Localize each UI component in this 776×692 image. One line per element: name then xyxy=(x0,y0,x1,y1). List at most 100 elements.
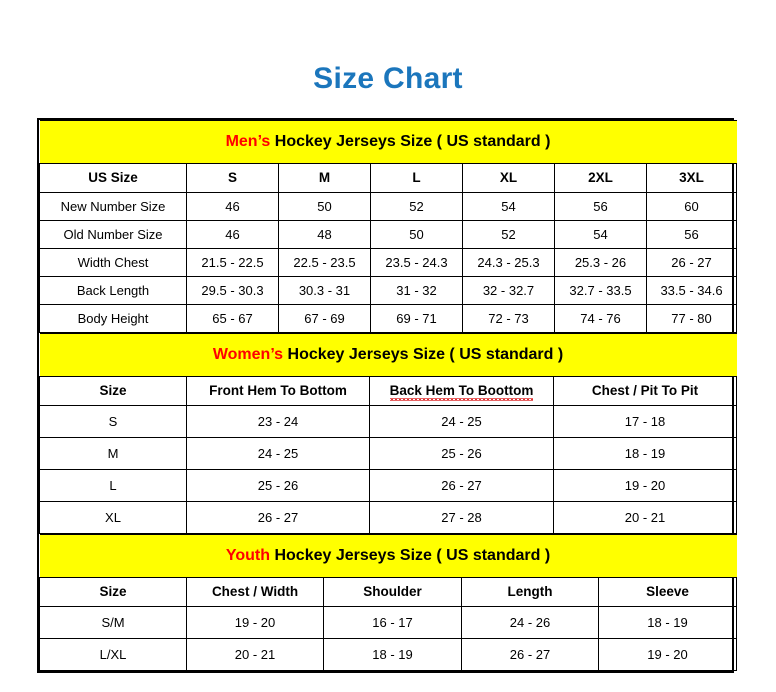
mens-banner-rest: Hockey Jerseys Size ( US standard ) xyxy=(270,132,551,150)
table-cell: 16 - 17 xyxy=(323,606,462,639)
youth-banner: Youth Hockey Jerseys Size ( US standard … xyxy=(39,534,737,578)
row-label: L xyxy=(39,469,187,502)
table-row: S 23 - 24 24 - 25 17 - 18 xyxy=(39,405,738,438)
table-cell: 21.5 - 22.5 xyxy=(186,248,279,277)
womens-header-cell: Size xyxy=(39,376,187,406)
youth-banner-row: Youth Hockey Jerseys Size ( US standard … xyxy=(39,534,737,578)
table-cell: 27 - 28 xyxy=(369,501,554,534)
table-cell: 52 xyxy=(462,220,555,249)
page-title: Size Chart xyxy=(313,62,463,95)
table-cell: 54 xyxy=(462,192,555,221)
table-cell: 18 - 19 xyxy=(552,437,738,470)
table-cell: 24 - 25 xyxy=(369,405,554,438)
table-cell: 52 xyxy=(370,192,463,221)
table-cell: 46 xyxy=(186,220,279,249)
table-row: New Number Size 46 50 52 54 56 60 xyxy=(39,192,738,221)
table-cell: 26 - 27 xyxy=(186,501,370,534)
table-cell: 18 - 19 xyxy=(323,638,462,671)
table-cell: 56 xyxy=(645,220,738,249)
mens-header-cell: 2XL xyxy=(554,163,647,193)
size-chart-tables: Men’s Hockey Jerseys Size ( US standard … xyxy=(37,118,738,673)
row-label: XL xyxy=(39,501,187,534)
table-cell: 54 xyxy=(554,220,647,249)
table-cell: 24.3 - 25.3 xyxy=(462,248,555,277)
mens-header-cell: XL xyxy=(462,163,555,193)
table-cell: 22.5 - 23.5 xyxy=(278,248,371,277)
table-row: M 24 - 25 25 - 26 18 - 19 xyxy=(39,437,738,470)
table-cell: 24 - 25 xyxy=(186,437,370,470)
table-row: Old Number Size 46 48 50 52 54 56 xyxy=(39,220,738,249)
table-cell: 74 - 76 xyxy=(554,304,647,333)
row-label: New Number Size xyxy=(39,192,187,221)
table-row: Width Chest 21.5 - 22.5 22.5 - 23.5 23.5… xyxy=(39,248,738,277)
table-row: L 25 - 26 26 - 27 19 - 20 xyxy=(39,469,738,502)
table-cell: 29.5 - 30.3 xyxy=(186,276,279,305)
table-cell: 26 - 27 xyxy=(369,469,554,502)
mens-banner-accent: Men’s xyxy=(225,132,271,150)
table-cell: 46 xyxy=(186,192,279,221)
table-row: Body Height 65 - 67 67 - 69 69 - 71 72 -… xyxy=(39,304,738,333)
youth-header-cell: Shoulder xyxy=(323,577,462,607)
row-label: S xyxy=(39,405,187,438)
misspelled-word: Back Hem To Boottom xyxy=(389,382,534,402)
youth-banner-rest: Hockey Jerseys Size ( US standard ) xyxy=(270,546,551,564)
table-row: XL 26 - 27 27 - 28 20 - 21 xyxy=(39,501,738,534)
table-cell: 50 xyxy=(278,192,371,221)
table-cell: 69 - 71 xyxy=(370,304,463,333)
row-label: M xyxy=(39,437,187,470)
table-row: L/XL 20 - 21 18 - 19 26 - 27 19 - 20 xyxy=(39,638,738,671)
mens-size-table: Men’s Hockey Jerseys Size ( US standard … xyxy=(39,120,738,333)
table-cell: 60 xyxy=(645,192,738,221)
table-cell: 20 - 21 xyxy=(186,638,324,671)
table-cell: 32.7 - 33.5 xyxy=(554,276,647,305)
womens-banner-row: Women’s Hockey Jerseys Size ( US standar… xyxy=(39,333,737,377)
table-cell: 77 - 80 xyxy=(645,304,738,333)
table-cell: 56 xyxy=(554,192,647,221)
youth-header-cell: Size xyxy=(39,577,187,607)
womens-banner-rest: Hockey Jerseys Size ( US standard ) xyxy=(283,345,564,363)
womens-header-row: Size Front Hem To Bottom Back Hem To Boo… xyxy=(39,376,738,406)
mens-header-cell: US Size xyxy=(39,163,187,193)
table-cell: 48 xyxy=(278,220,371,249)
womens-banner: Women’s Hockey Jerseys Size ( US standar… xyxy=(39,333,737,377)
youth-header-cell: Sleeve xyxy=(597,577,738,607)
mens-header-cell: S xyxy=(186,163,279,193)
row-label: Width Chest xyxy=(39,248,187,277)
table-cell: 26 - 27 xyxy=(461,638,599,671)
mens-header-cell: 3XL xyxy=(645,163,738,193)
table-cell: 18 - 19 xyxy=(597,606,738,639)
table-cell: 23 - 24 xyxy=(186,405,370,438)
youth-header-row: Size Chest / Width Shoulder Length Sleev… xyxy=(39,577,738,607)
womens-size-table: Women’s Hockey Jerseys Size ( US standar… xyxy=(39,333,738,534)
table-cell: 25 - 26 xyxy=(369,437,554,470)
table-row: Back Length 29.5 - 30.3 30.3 - 31 31 - 3… xyxy=(39,276,738,305)
table-cell: 50 xyxy=(370,220,463,249)
table-row: S/M 19 - 20 16 - 17 24 - 26 18 - 19 xyxy=(39,606,738,639)
table-cell: 25.3 - 26 xyxy=(554,248,647,277)
table-cell: 72 - 73 xyxy=(462,304,555,333)
womens-banner-accent: Women’s xyxy=(212,345,284,363)
youth-header-cell: Chest / Width xyxy=(186,577,324,607)
table-cell: 65 - 67 xyxy=(186,304,279,333)
table-cell: 25 - 26 xyxy=(186,469,370,502)
youth-header-cell: Length xyxy=(461,577,599,607)
row-label: L/XL xyxy=(39,638,187,671)
table-cell: 23.5 - 24.3 xyxy=(370,248,463,277)
womens-header-cell: Chest / Pit To Pit xyxy=(552,376,738,406)
table-cell: 19 - 20 xyxy=(552,469,738,502)
mens-header-row: US Size S M L XL 2XL 3XL xyxy=(39,163,738,193)
mens-header-cell: M xyxy=(278,163,371,193)
mens-header-cell: L xyxy=(370,163,463,193)
table-cell: 32 - 32.7 xyxy=(462,276,555,305)
table-cell: 17 - 18 xyxy=(552,405,738,438)
table-cell: 26 - 27 xyxy=(645,248,738,277)
table-cell: 20 - 21 xyxy=(552,501,738,534)
table-cell: 67 - 69 xyxy=(278,304,371,333)
table-cell: 31 - 32 xyxy=(370,276,463,305)
row-label: Body Height xyxy=(39,304,187,333)
youth-size-table: Youth Hockey Jerseys Size ( US standard … xyxy=(39,534,738,671)
womens-header-cell-misspelled: Back Hem To Boottom xyxy=(369,376,554,406)
mens-banner-row: Men’s Hockey Jerseys Size ( US standard … xyxy=(39,120,737,164)
table-cell: 19 - 20 xyxy=(597,638,738,671)
